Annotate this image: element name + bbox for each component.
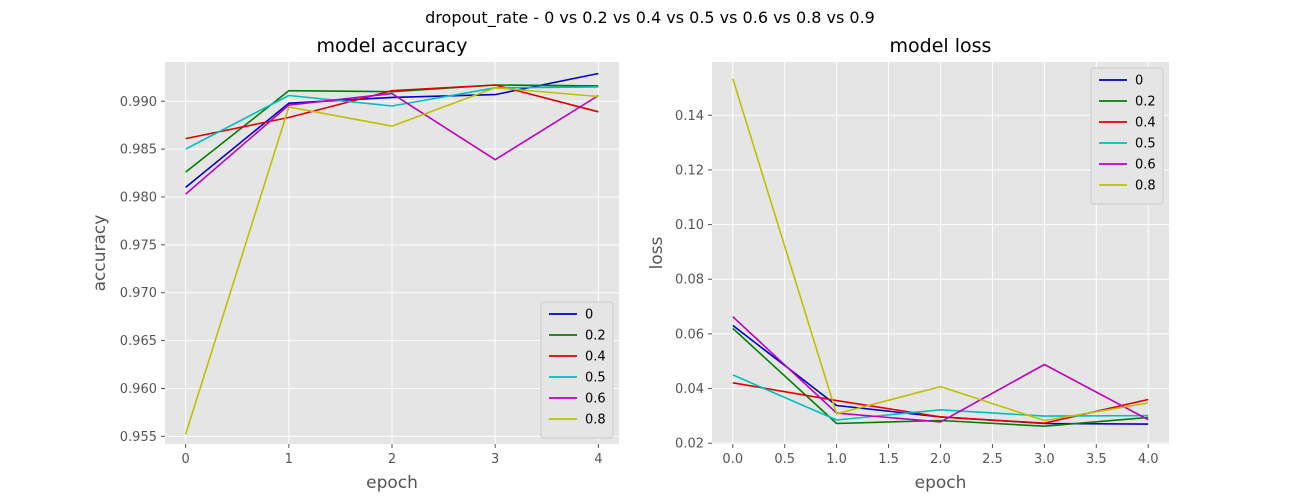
accuracy-series-line-0_2 [185, 84, 599, 173]
loss-legend-label: 0 [1135, 74, 1143, 89]
loss-y-tick-label: 0.08 [675, 273, 704, 288]
loss-legend-label: 0.2 [1135, 95, 1156, 110]
accuracy-y-tick-label: 0.975 [120, 238, 157, 253]
loss-x-tick-label: 1.5 [878, 452, 899, 467]
loss-y-tick-label: 0.10 [675, 218, 704, 233]
accuracy-x-tick-label: 3 [491, 452, 499, 467]
accuracy-x-tick-label: 2 [388, 452, 396, 467]
accuracy-series-line-0_8 [184, 87, 599, 435]
accuracy-y-tick-label: 0.990 [120, 95, 157, 110]
loss-x-tick-label: 2.5 [982, 452, 1003, 467]
accuracy-series-line-0_4 [185, 84, 599, 140]
loss-x-tick-label: 3.5 [1086, 452, 1107, 467]
loss-title: model loss [890, 35, 992, 57]
loss-legend-label: 0.4 [1135, 116, 1156, 131]
accuracy-series-line-0_5 [185, 86, 599, 150]
accuracy-legend-label: 0.8 [585, 413, 606, 428]
loss-y-tick-label: 0.14 [675, 109, 704, 124]
loss-y-tick-label: 0.06 [675, 327, 704, 342]
loss-y-tick-label: 0.12 [675, 163, 704, 178]
loss-x-tick-label: 0.0 [722, 452, 743, 467]
loss-chart: 0.0 0.5 1.0 1.5 2.0 2.5 3.0 3.5 4.0 0.02 0.04 0.06 0… [647, 35, 1169, 493]
loss-x-axis-label: epoch [915, 473, 967, 493]
loss-y-tick-label: 0.04 [675, 382, 704, 397]
loss-y-tick-label: 0.02 [675, 437, 704, 452]
accuracy-y-tick-label: 0.960 [120, 382, 157, 397]
accuracy-series-line-0_6 [185, 92, 599, 195]
loss-y-axis-label: loss [647, 236, 667, 269]
accuracy-x-tick-label: 1 [285, 452, 293, 467]
accuracy-legend-label: 0 [585, 308, 593, 323]
accuracy-x-tick-label: 0 [181, 452, 189, 467]
accuracy-x-tick-label: 4 [594, 452, 602, 467]
loss-x-tick-label: 1.0 [826, 452, 847, 467]
accuracy-y-axis-label: accuracy [90, 215, 110, 292]
accuracy-chart: 0 1 2 3 4 0.955 0.960 0.965 0.970 0.975 0.980 0.985… [90, 35, 619, 493]
loss-x-tick-label: 0.5 [774, 452, 795, 467]
accuracy-legend-label: 0.2 [585, 329, 606, 344]
loss-legend-label: 0.5 [1135, 137, 1156, 152]
accuracy-y-tick-label: 0.985 [120, 143, 157, 158]
accuracy-legend-label: 0.4 [585, 350, 606, 365]
loss-legend-box [1090, 67, 1164, 205]
accuracy-legend-box [540, 301, 614, 439]
loss-legend-label: 0.6 [1135, 158, 1156, 173]
accuracy-y-tick-label: 0.980 [120, 190, 157, 205]
loss-x-tick-label: 2.0 [930, 452, 951, 467]
loss-grid [712, 62, 1169, 444]
figure-suptitle: dropout_rate - 0 vs 0.2 vs 0.4 vs 0.5 vs… [425, 8, 875, 28]
loss-series-line-0_8 [732, 78, 1149, 422]
accuracy-x-axis-label: epoch [366, 473, 418, 493]
loss-series-line-0_6 [732, 316, 1149, 423]
accuracy-y-tick-label: 0.955 [120, 430, 157, 445]
loss-series-line-0_2 [732, 327, 1149, 428]
loss-legend-label: 0.8 [1135, 179, 1156, 194]
accuracy-legend: 0 0.2 0.4 0.5 0.6 0.8 [540, 301, 614, 439]
accuracy-legend-label: 0.5 [585, 371, 606, 386]
accuracy-legend-label: 0.6 [585, 392, 606, 407]
loss-x-tick-label: 4.0 [1138, 452, 1159, 467]
accuracy-title: model accuracy [317, 35, 468, 57]
accuracy-y-tick-label: 0.965 [120, 334, 157, 349]
accuracy-y-tick-label: 0.970 [120, 286, 157, 301]
loss-series-line-0_5 [732, 374, 1149, 421]
loss-legend: 0 0.2 0.4 0.5 0.6 0.8 [1090, 67, 1164, 205]
loss-x-tick-label: 3.0 [1034, 452, 1055, 467]
